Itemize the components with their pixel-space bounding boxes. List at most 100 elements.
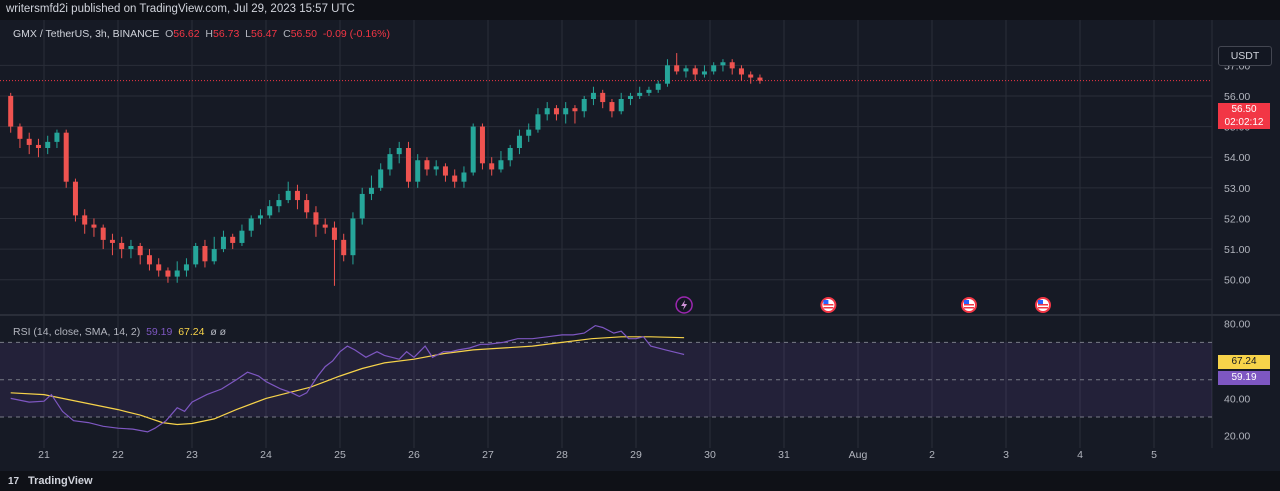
flag-stripe [823, 307, 834, 309]
open-value: 56.62 [173, 28, 200, 40]
footer-bar: 17 TradingView [0, 471, 1280, 491]
candle-body [563, 108, 569, 115]
chart-svg[interactable]: 50.0051.0052.0053.0054.0055.0056.0057.00… [0, 20, 1280, 491]
flag-stripe [964, 304, 974, 306]
candle-body [359, 193, 365, 219]
candle-body [211, 249, 217, 262]
x-tick-label: 26 [408, 449, 420, 461]
candle-body [618, 99, 624, 112]
candle-body [637, 92, 643, 96]
candle-body [119, 242, 125, 250]
rsi-label[interactable]: RSI (14, close, SMA, 14, 2) [13, 326, 141, 338]
candle-body [600, 92, 606, 103]
candle-body [54, 132, 60, 142]
candle-body [757, 77, 763, 81]
x-tick-label: 3 [1003, 449, 1009, 461]
candle-body [45, 141, 51, 148]
x-tick-label: 21 [38, 449, 50, 461]
publish-info: writersmfd2i published on TradingView.co… [6, 3, 355, 15]
x-tick-label: 24 [260, 449, 272, 461]
change-value: -0.09 (-0.16%) [322, 28, 390, 40]
candle-body [655, 83, 661, 90]
price-tick-label: 54.00 [1224, 152, 1250, 164]
candle-body [535, 114, 541, 130]
rsi-tick-label: 80.00 [1224, 319, 1250, 331]
candle-body [627, 95, 633, 99]
rsi-legend: RSI (14, close, SMA, 14, 2) 59.19 67.24 … [13, 326, 226, 338]
candle-body [128, 246, 134, 250]
candle-body [8, 95, 14, 127]
candle-body [91, 224, 97, 228]
candle-body [202, 246, 208, 262]
price-tick-label: 51.00 [1224, 244, 1250, 256]
candle-body [183, 264, 189, 271]
rsi-price-tag: 59.19 [1218, 371, 1270, 385]
candle-body [433, 166, 439, 170]
currency-button[interactable]: USDT [1218, 46, 1272, 66]
candle-body [137, 246, 143, 256]
candle-body [683, 68, 689, 72]
x-tick-label: 28 [556, 449, 568, 461]
x-tick-label: 27 [482, 449, 494, 461]
candle-body [100, 227, 106, 240]
candle-body [664, 65, 670, 84]
candle-body [341, 239, 347, 256]
candle-body [239, 230, 245, 243]
candle-body [590, 92, 596, 99]
candle-body [174, 270, 180, 277]
us-flag-icon[interactable] [961, 297, 977, 313]
candle-body [544, 108, 550, 115]
candle-body [461, 172, 467, 182]
flag-stripe [964, 307, 974, 309]
candle-body [267, 206, 273, 216]
candle-body [193, 246, 199, 265]
candle-body [572, 108, 578, 112]
x-tick-label: 25 [334, 449, 346, 461]
flag-stripe [1038, 307, 1048, 309]
candle-body [276, 200, 282, 207]
candle-body [729, 62, 735, 69]
low-label: L [245, 28, 251, 40]
candle-body [63, 132, 69, 182]
candle-body [489, 163, 495, 170]
candle-body [646, 89, 652, 93]
flag-canton [964, 300, 969, 304]
candle-body [748, 74, 754, 78]
candle-body [674, 65, 680, 72]
flag-stripe [823, 304, 834, 306]
candle-body [553, 108, 559, 115]
high-value: 56.73 [213, 28, 240, 40]
price-tick-label: 52.00 [1224, 213, 1250, 225]
candle-body [498, 160, 504, 170]
candle-body [526, 129, 532, 136]
publish-bar: writersmfd2i published on TradingView.co… [0, 0, 1280, 20]
candle-body [26, 138, 32, 145]
candle-body [285, 190, 291, 201]
candle-body [424, 160, 430, 170]
flag-canton [823, 300, 829, 304]
x-tick-label: Aug [849, 449, 868, 461]
x-tick-label: 23 [186, 449, 198, 461]
candle-body [109, 239, 115, 243]
us-flag-icon[interactable] [1035, 297, 1051, 313]
candle-body [720, 62, 726, 66]
rsi-tick-label: 40.00 [1224, 393, 1250, 405]
candle-body [331, 227, 337, 240]
us-flag-icon[interactable] [820, 297, 837, 313]
chart-area[interactable]: 50.0051.0052.0053.0054.0055.0056.0057.00… [0, 20, 1280, 491]
candle-body [230, 236, 236, 243]
candle-body [415, 160, 421, 182]
candle-body [442, 166, 448, 176]
candle-body [378, 169, 384, 188]
x-tick-label: 4 [1077, 449, 1083, 461]
candle-body [257, 215, 263, 219]
footer-brand[interactable]: TradingView [28, 475, 93, 487]
symbol-label[interactable]: GMX / TetherUS, 3h, BINANCE [13, 28, 160, 40]
lightning-icon[interactable] [675, 296, 693, 314]
rsi-sma-value: 67.24 [178, 326, 205, 338]
candle-body [470, 126, 476, 173]
price-tick-label: 53.00 [1224, 183, 1250, 195]
price-tick-label: 56.00 [1224, 91, 1250, 103]
candle-body [711, 65, 717, 72]
candle-body [294, 190, 300, 201]
